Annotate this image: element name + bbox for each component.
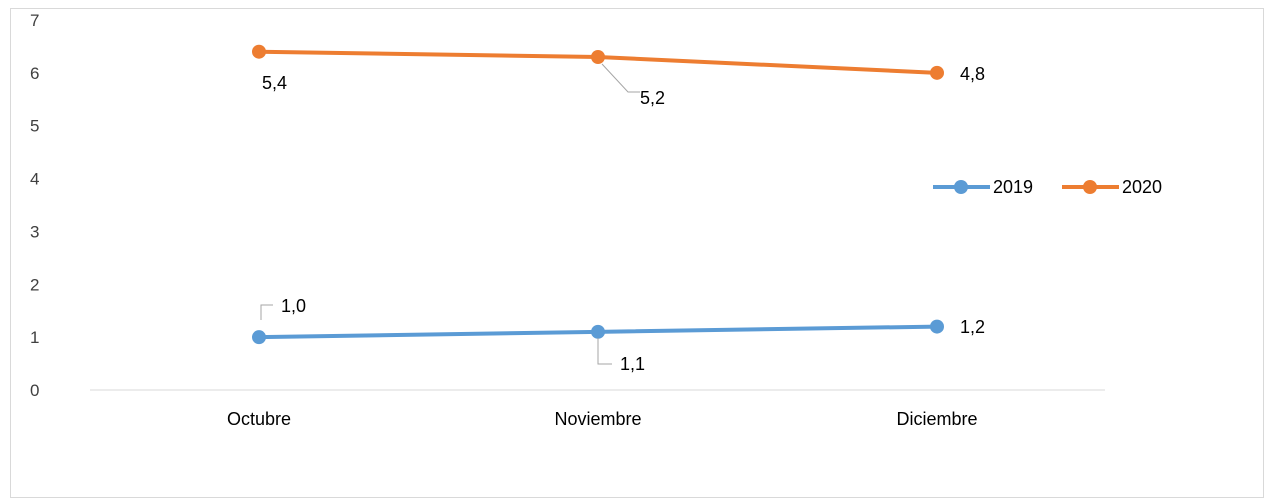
x-category-label: Diciembre: [896, 409, 977, 429]
data-point-2020: [930, 65, 944, 80]
legend-marker-2020: [1083, 180, 1097, 194]
y-tick-label: 5: [30, 117, 39, 136]
data-label-2020: 5,2: [640, 88, 665, 108]
y-tick-label: 1: [30, 328, 39, 347]
legend-label-2019: 2019: [993, 177, 1033, 197]
data-label-2019: 1,2: [960, 317, 985, 337]
data-label-leader: [597, 338, 612, 365]
data-label-2020: 5,4: [262, 73, 287, 93]
data-point-2020: [591, 50, 605, 64]
data-label-2019: 1,0: [281, 296, 306, 316]
data-label-leader: [260, 304, 273, 320]
data-label-2019: 1,1: [620, 354, 645, 374]
x-category-label: Noviembre: [554, 409, 641, 429]
data-label-leader: [601, 63, 640, 93]
y-tick-label: 0: [30, 381, 39, 400]
data-point-2019: [252, 330, 266, 345]
data-point-2019: [591, 324, 605, 339]
data-point-2019: [930, 319, 944, 334]
legend: 2019 2020: [933, 177, 1162, 197]
y-tick-label: 6: [30, 64, 39, 83]
series: [252, 44, 944, 345]
x-category-label: Octubre: [227, 409, 291, 429]
legend-marker-2019: [954, 180, 968, 194]
data-point-2020: [252, 44, 266, 59]
y-tick-label: 4: [30, 170, 39, 189]
y-tick-label: 3: [30, 222, 39, 241]
chart-frame: [10, 8, 1264, 498]
legend-label-2020: 2020: [1122, 177, 1162, 197]
y-tick-label: 2: [30, 275, 39, 294]
y-tick-label: 7: [30, 11, 39, 30]
data-label-2020: 4,8: [960, 64, 985, 84]
data-labels: 1,0 1,1 1,2 5,4 5,2 4,8: [260, 63, 985, 374]
axes: 0 1 2 3 4 5 6 7 Octubre Noviembre Diciembre: [30, 11, 1105, 429]
